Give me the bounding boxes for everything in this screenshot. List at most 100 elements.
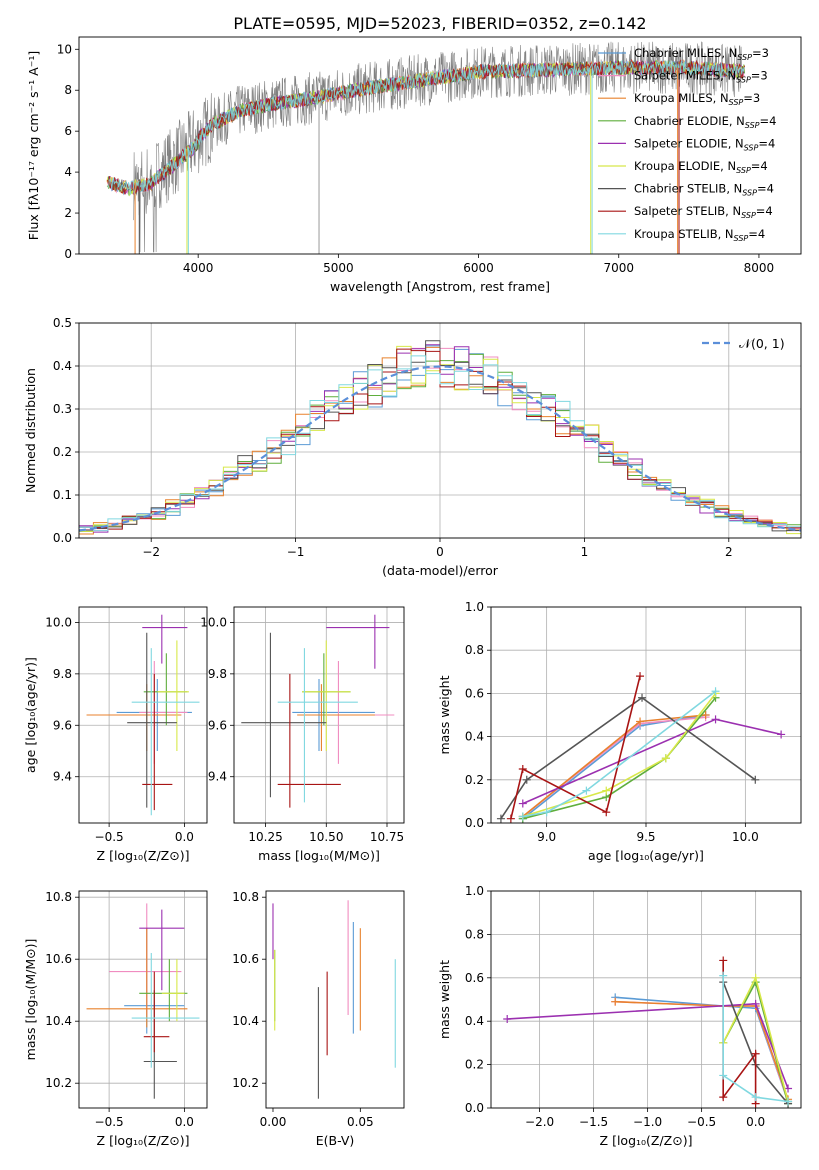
y-tick-label: 0.0 xyxy=(465,1101,484,1115)
spectrum-panel: 4000 5000 6000 7000 8000 0 2 4 6 8 10 wavelength [A… xyxy=(26,36,802,294)
x-tick-label: 0.0 xyxy=(746,1115,765,1129)
y-tick-label: 0.4 xyxy=(465,730,484,744)
x-tick-label: −1 xyxy=(287,545,305,559)
weight-line-0 xyxy=(522,714,706,820)
errorbar-point-5 xyxy=(161,959,185,1022)
x-tick-label: 0 xyxy=(436,545,444,559)
plot-frame xyxy=(233,606,405,824)
x-axis-label: wavelength [Angstrom, rest frame] xyxy=(330,279,550,294)
y-tick-label: 10.4 xyxy=(45,1014,72,1028)
y-tick-label: 10 xyxy=(57,42,72,56)
y-axis-label: Flux [fλ10⁻¹⁷ erg cm⁻² s⁻¹ A⁻¹] xyxy=(26,51,41,240)
y-axis-label: age [log₁₀(age/yr)] xyxy=(23,657,38,773)
weight-marker xyxy=(719,956,728,965)
y-tick-label: 9.8 xyxy=(53,667,72,681)
legend-label-name: Salpeter ELODIE, N xyxy=(634,136,744,150)
errorbar-point-6 xyxy=(143,990,177,1099)
legend-label: Chabrier STELIB, NSSP=4 xyxy=(634,182,774,198)
mass-vs-ebv-panel: 0.00 0.05 10.2 10.4 10.6 10.8 E(B-V) xyxy=(232,890,405,1148)
legend-label-name: Chabrier ELODIE, N xyxy=(634,114,745,128)
errorbar-point-7 xyxy=(142,673,173,811)
x-axis-label: Z [log₁₀(Z/Z⊙)] xyxy=(97,1133,190,1148)
weight-marker xyxy=(719,971,728,980)
x-axis-label: age [log₁₀(age/yr)] xyxy=(588,848,704,863)
x-axis-label: Z [log₁₀(Z/Z⊙)] xyxy=(97,848,190,863)
x-axis-label: (data-model)/error xyxy=(382,563,499,578)
y-tick-label: 9.4 xyxy=(53,770,72,784)
x-tick-label: 8000 xyxy=(744,261,775,275)
weight-line-7 xyxy=(510,675,641,819)
weight-marker xyxy=(719,1071,728,1080)
legend-label-sub: SSP xyxy=(737,53,752,62)
y-tick-label: 0.4 xyxy=(53,359,72,373)
weight-marker xyxy=(518,799,527,808)
weight-marker xyxy=(751,1093,760,1102)
errorbar-point-4 xyxy=(326,614,390,669)
y-tick-label: 10.2 xyxy=(232,1076,259,1090)
y-tick-label: 6 xyxy=(64,124,72,138)
plot-frame xyxy=(78,890,208,1109)
weight-marker xyxy=(582,786,591,795)
legend-label: Salpeter STELIB, NSSP=4 xyxy=(634,204,773,220)
weight-line-8 xyxy=(522,690,717,818)
legend-label-sub: SSP xyxy=(729,98,744,107)
y-tick-label: 0.0 xyxy=(53,531,72,545)
figure-title: PLATE=0595, MJD=52023, FIBERID=0352, z=0… xyxy=(233,14,646,33)
errorbar-point-5 xyxy=(302,640,351,751)
mass-weight-vs-age-panel: 9.0 9.5 10.0 0.0 0.2 0.4 0.6 0.8 1.0 age [log₁₀(a… xyxy=(437,600,802,863)
x-tick-label: 1 xyxy=(581,545,589,559)
weight-marker xyxy=(518,765,527,773)
y-tick-label: 10.4 xyxy=(232,1014,259,1028)
x-axis-label: E(B-V) xyxy=(316,1133,355,1148)
plot-area xyxy=(79,340,801,535)
x-tick-label: 10.0 xyxy=(732,830,759,844)
x-tick-label: 10.25 xyxy=(248,830,282,844)
plot-area xyxy=(86,614,200,816)
y-tick-label: 9.6 xyxy=(53,718,72,732)
x-tick-label: 2 xyxy=(725,545,733,559)
x-tick-label: 10.50 xyxy=(309,830,343,844)
x-tick-label: −0.5 xyxy=(95,830,124,844)
legend: 𝒩(0, 1) xyxy=(702,336,785,351)
weight-line-5 xyxy=(522,692,717,818)
weight-marker xyxy=(751,973,760,982)
weight-marker xyxy=(503,1015,512,1024)
y-tick-label: 0.2 xyxy=(465,773,484,787)
y-tick-label: 0.0 xyxy=(465,816,484,830)
weight-marker xyxy=(661,754,670,763)
weight-marker xyxy=(638,693,647,702)
x-tick-label: −1.5 xyxy=(579,1115,608,1129)
y-axis-label: mass weight xyxy=(437,675,452,754)
x-axis-label: mass [log₁₀(M/M⊙)] xyxy=(258,848,380,863)
legend-label-sub: SSP xyxy=(736,166,751,175)
legend-label-name: Salpeter STELIB, N xyxy=(634,204,741,218)
y-tick-label: 1.0 xyxy=(465,600,484,614)
y-tick-label: 2 xyxy=(64,206,72,220)
y-axis-label: mass weight xyxy=(437,960,452,1039)
x-axis-label: Z [log₁₀(Z/Z⊙)] xyxy=(600,1133,693,1148)
weight-line-4 xyxy=(522,718,782,805)
y-tick-label: 10.0 xyxy=(200,615,227,629)
legend-label-sub: SSP xyxy=(745,121,760,130)
x-tick-label: 4000 xyxy=(183,261,214,275)
legend-label-tail: =3 xyxy=(743,91,760,105)
x-tick-label: 5000 xyxy=(323,261,354,275)
y-tick-label: 8 xyxy=(64,83,72,97)
legend-label: Kroupa MILES, NSSP=3 xyxy=(634,91,760,107)
weight-marker xyxy=(506,814,515,823)
legend-label-tail: =4 xyxy=(756,204,773,218)
weight-marker xyxy=(751,999,760,1008)
legend-label-name: Kroupa ELODIE, N xyxy=(634,159,736,173)
errorbar-point-6 xyxy=(127,632,177,808)
weight-marker xyxy=(719,1093,728,1102)
legend-label: Kroupa STELIB, NSSP=4 xyxy=(634,227,765,243)
weight-marker xyxy=(522,775,531,784)
weight-line-6 xyxy=(500,696,756,820)
legend-label-sub: SSP xyxy=(744,143,759,152)
plot-area xyxy=(272,900,396,1099)
y-tick-label: 0.4 xyxy=(465,1014,484,1028)
weight-line-8 xyxy=(722,975,789,1103)
weight-line-2 xyxy=(615,1000,789,1100)
weight-line-3 xyxy=(522,697,717,820)
